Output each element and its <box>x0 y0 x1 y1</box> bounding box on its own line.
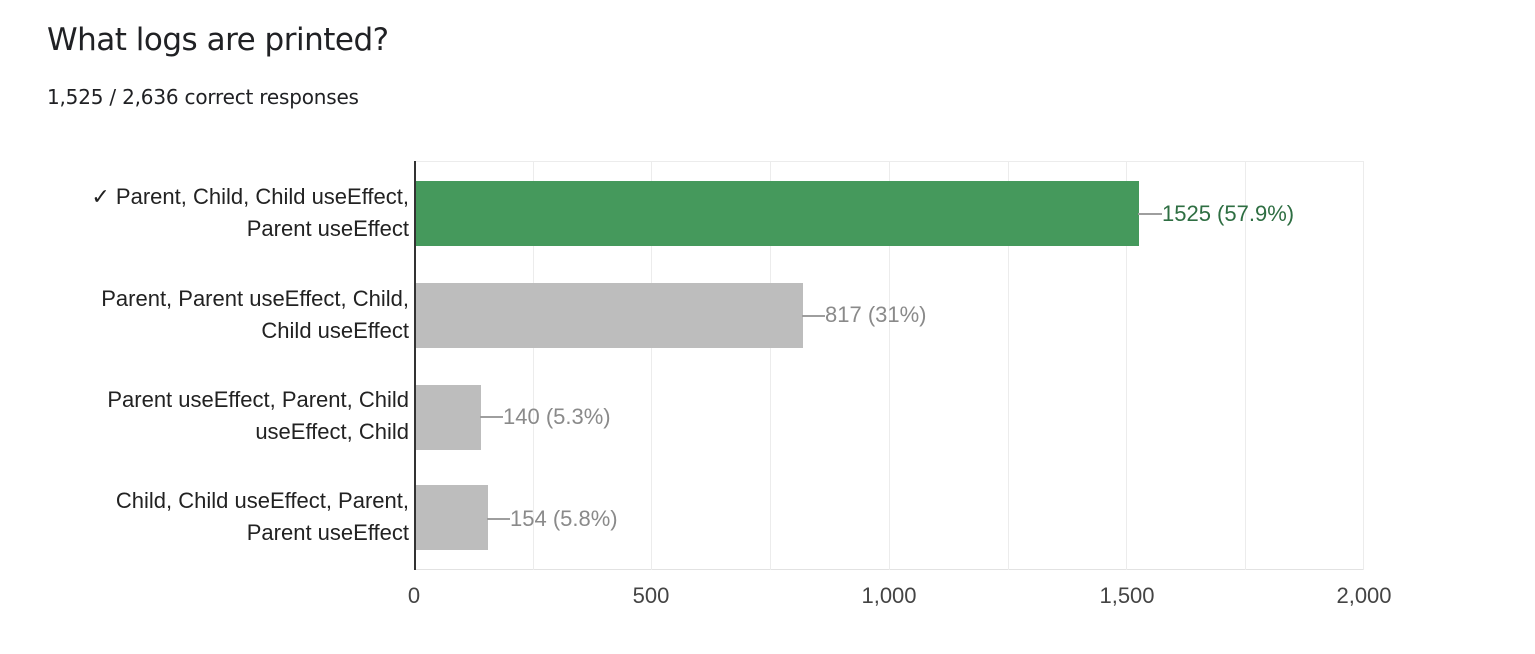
x-tick-label: 1,500 <box>1099 583 1155 608</box>
category-label: Parent, Parent useEffect, Child, Child us… <box>101 286 409 343</box>
gridline <box>1363 161 1364 570</box>
x-tick-label: 1,000 <box>861 583 917 608</box>
gridline <box>889 161 890 570</box>
bar-value-label: 140 (5.3%) <box>503 404 611 429</box>
label-leader <box>1138 213 1162 215</box>
label-leader <box>480 416 503 418</box>
question-title: What logs are printed? <box>47 22 389 58</box>
gridline <box>770 161 771 570</box>
gridline <box>1126 161 1127 570</box>
gridline <box>651 161 652 570</box>
bar[interactable] <box>415 385 481 450</box>
bar-chart: 1525 (57.9%) 817 (31%) 140 (5.3%) 154 (5… <box>414 161 1364 570</box>
label-leader <box>487 518 510 520</box>
category-label: ✓ Parent, Child, Child useEffect, Parent … <box>91 184 409 241</box>
x-tick-label: 0 <box>407 583 421 608</box>
category-label: Child, Child useEffect, Parent, Parent us… <box>115 488 409 545</box>
x-tick-label: 2,000 <box>1336 583 1392 608</box>
bar[interactable] <box>415 283 803 348</box>
gridline <box>1008 161 1009 570</box>
category-label: Parent useEffect, Parent, Child useEffect… <box>107 387 409 444</box>
y-axis-line <box>414 161 416 570</box>
bar-value-label: 817 (31%) <box>825 302 927 327</box>
correct-responses-summary: 1,525 / 2,636 correct responses <box>47 85 359 109</box>
x-tick-label: 500 <box>632 583 670 608</box>
bar-correct[interactable] <box>415 181 1139 246</box>
bar-value-label: 1525 (57.9%) <box>1162 201 1295 226</box>
gridline <box>533 161 534 570</box>
bar-value-label: 154 (5.8%) <box>510 506 618 531</box>
gridline <box>1245 161 1246 570</box>
bar[interactable] <box>415 485 488 550</box>
label-leader <box>802 315 825 317</box>
